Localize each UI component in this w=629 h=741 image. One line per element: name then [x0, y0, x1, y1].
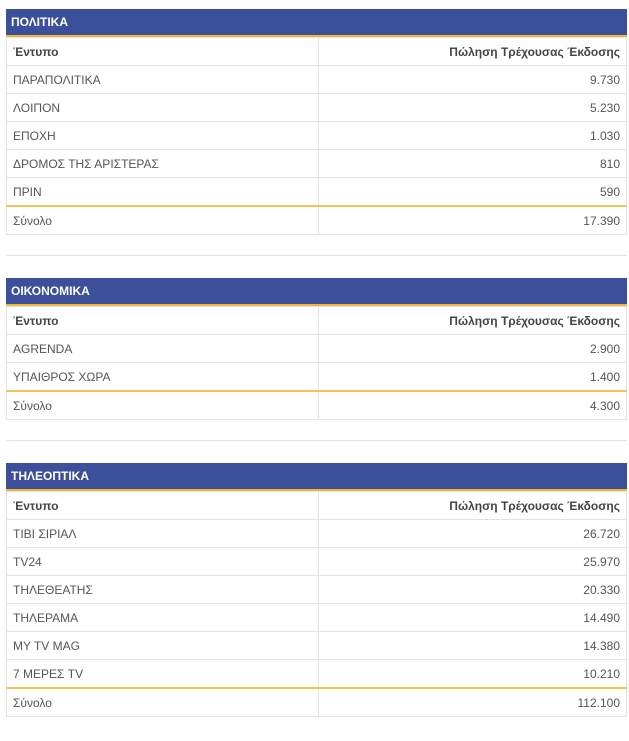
cell: 1.400 [318, 362, 627, 392]
row: TV24 25.970 [6, 547, 627, 576]
separator [6, 440, 627, 441]
cell: ΥΠΑΙΘΡΟΣ ΧΩΡΑ [6, 362, 319, 392]
cell: 810 [318, 149, 627, 178]
cell: 5.230 [318, 93, 627, 122]
row: ΛΟΙΠΟΝ 5.230 [6, 93, 627, 122]
cell: ΠΑΡΑΠΟΛΙΤΙΚΑ [6, 65, 319, 94]
cell: 25.970 [318, 547, 627, 576]
cell: 590 [318, 177, 627, 207]
cell: 20.330 [318, 575, 627, 604]
column-header: Έντυπο [6, 306, 319, 335]
section: ΤΗΛΕΟΠΤΙΚΑ Έντυπο Πώληση Τρέχουσας Έκδοσης… [6, 463, 627, 717]
header-row: Έντυπο Πώληση Τρέχουσας Έκδοσης [6, 491, 627, 520]
cell: TV24 [6, 547, 319, 576]
total-row: Σύνολο 112.100 [6, 687, 627, 717]
total-cell: Σύνολο [6, 205, 319, 235]
cell: ΠΡΙΝ [6, 177, 319, 207]
section-title: ΤΗΛΕΟΠΤΙΚΑ [6, 463, 627, 491]
cell: 2.900 [318, 334, 627, 363]
cell: ΕΠΟΧΗ [6, 121, 319, 150]
cell: ΤΗΛΕΡΑΜΑ [6, 603, 319, 632]
total-row: Σύνολο 4.300 [6, 390, 627, 420]
section-title: ΟΙΚΟΝΟΜΙΚΑ [6, 278, 627, 306]
section-title: ΠΟΛΙΤΙΚΑ [6, 9, 627, 37]
row: ΠΑΡΑΠΟΛΙΤΙΚΑ 9.730 [6, 65, 627, 94]
cell: ΔΡΟΜΟΣ ΤΗΣ ΑΡΙΣΤΕΡΑΣ [6, 149, 319, 178]
column-header: Έντυπο [6, 37, 319, 66]
total-row: Σύνολο 17.390 [6, 205, 627, 235]
row: ΤΙΒΙ ΣΙΡΙΑΛ 26.720 [6, 519, 627, 548]
row: ΔΡΟΜΟΣ ΤΗΣ ΑΡΙΣΤΕΡΑΣ 810 [6, 149, 627, 178]
total-cell: Σύνολο [6, 390, 319, 420]
header-row: Έντυπο Πώληση Τρέχουσας Έκδοσης [6, 37, 627, 66]
header-row: Έντυπο Πώληση Τρέχουσας Έκδοσης [6, 306, 627, 335]
total-cell: 17.390 [318, 205, 627, 235]
cell: 26.720 [318, 519, 627, 548]
cell: 9.730 [318, 65, 627, 94]
data-table: Έντυπο Πώληση Τρέχουσας Έκδοσης ΤΙΒΙ ΣΙΡΙΑ… [6, 491, 627, 717]
cell: 7 ΜΕΡΕΣ TV [6, 659, 319, 689]
total-cell: 112.100 [318, 687, 627, 717]
total-cell: Σύνολο [6, 687, 319, 717]
column-header: Πώληση Τρέχουσας Έκδοσης [318, 491, 627, 520]
column-header: Πώληση Τρέχουσας Έκδοσης [318, 37, 627, 66]
row: MY TV MAG 14.380 [6, 631, 627, 660]
separator [6, 255, 627, 256]
row: ΠΡΙΝ 590 [6, 177, 627, 207]
section: ΠΟΛΙΤΙΚΑ Έντυπο Πώληση Τρέχουσας Έκδοσης ΠΑ… [6, 9, 627, 235]
row: ΥΠΑΙΘΡΟΣ ΧΩΡΑ 1.400 [6, 362, 627, 392]
row: AGRENDA 2.900 [6, 334, 627, 363]
cell: AGRENDA [6, 334, 319, 363]
column-header: Έντυπο [6, 491, 319, 520]
row: ΕΠΟΧΗ 1.030 [6, 121, 627, 150]
cell: ΛΟΙΠΟΝ [6, 93, 319, 122]
column-header: Πώληση Τρέχουσας Έκδοσης [318, 306, 627, 335]
section: ΟΙΚΟΝΟΜΙΚΑ Έντυπο Πώληση Τρέχουσας Έκδοσης… [6, 278, 627, 420]
cell: ΤΗΛΕΘΕΑΤΗΣ [6, 575, 319, 604]
data-table: Έντυπο Πώληση Τρέχουσας Έκδοσης ΠΑΡΑΠΟΛΙΤΙ… [6, 37, 627, 235]
cell: ΤΙΒΙ ΣΙΡΙΑΛ [6, 519, 319, 548]
row: ΤΗΛΕΘΕΑΤΗΣ 20.330 [6, 575, 627, 604]
cell: MY TV MAG [6, 631, 319, 660]
row: ΤΗΛΕΡΑΜΑ 14.490 [6, 603, 627, 632]
cell: 14.490 [318, 603, 627, 632]
cell: 1.030 [318, 121, 627, 150]
cell: 14.380 [318, 631, 627, 660]
data-table: Έντυπο Πώληση Τρέχουσας Έκδοσης AGRENDA 2.9… [6, 306, 627, 420]
row: 7 ΜΕΡΕΣ TV 10.210 [6, 659, 627, 689]
total-cell: 4.300 [318, 390, 627, 420]
tables: ΠΟΛΙΤΙΚΑ Έντυπο Πώληση Τρέχουσας Έκδοσης ΠΑ… [6, 9, 627, 717]
cell: 10.210 [318, 659, 627, 689]
